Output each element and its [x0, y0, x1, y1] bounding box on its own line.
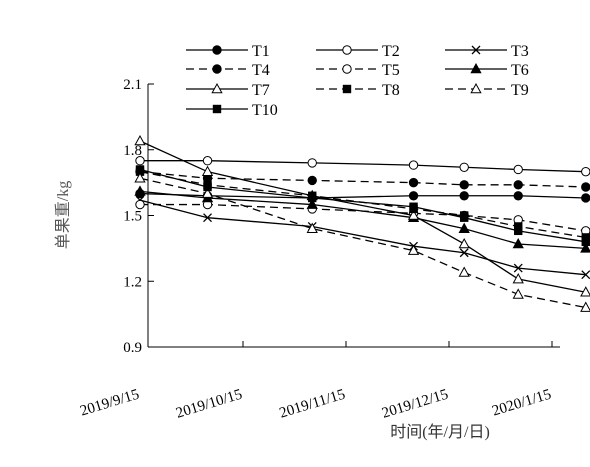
legend-label: T6 — [511, 62, 529, 79]
data-point — [581, 193, 590, 203]
legend-item: T6 — [445, 62, 529, 79]
legend-label: T1 — [252, 43, 270, 60]
legend-marker — [342, 64, 352, 74]
data-point — [135, 199, 145, 210]
legend-item: T1 — [186, 43, 270, 60]
legend-label: T3 — [511, 43, 529, 60]
legend-item: T5 — [316, 62, 400, 79]
x-tick-label: 2019/12/15 — [380, 387, 450, 422]
x-tick-label: 2019/9/15 — [78, 387, 141, 420]
legend-item: T9 — [445, 82, 529, 99]
data-point — [459, 213, 469, 222]
legend-item: T2 — [316, 43, 400, 60]
data-point — [408, 191, 419, 201]
data-point — [458, 266, 470, 277]
y-tick-label: 2.1 — [123, 77, 142, 93]
x-tick-label: 2020/1/15 — [490, 387, 553, 420]
data-point — [134, 172, 146, 183]
legend-marker — [212, 104, 222, 114]
legend-marker — [470, 82, 482, 94]
data-point — [581, 182, 590, 192]
legend-marker — [471, 45, 481, 55]
legend-marker — [212, 45, 222, 55]
data-point — [459, 248, 469, 258]
legend-label: T10 — [252, 102, 278, 119]
legend-marker — [211, 82, 223, 94]
series-t10 — [135, 165, 590, 246]
legend-item: T7 — [186, 82, 270, 99]
data-point — [203, 213, 213, 223]
data-point — [409, 202, 418, 211]
data-point — [134, 134, 146, 146]
data-point — [581, 233, 590, 242]
legend-marker — [342, 84, 352, 94]
legend-marker — [470, 62, 482, 74]
legend-marker — [342, 45, 352, 55]
data-point — [135, 156, 145, 166]
data-point — [513, 164, 523, 175]
legend-label: T2 — [382, 43, 400, 60]
data-point — [306, 198, 318, 209]
legend-item: T8 — [316, 82, 400, 99]
legend-item: T3 — [445, 43, 529, 60]
data-point — [407, 209, 420, 220]
series-t3 — [135, 195, 590, 280]
data-point — [408, 160, 419, 170]
data-point — [512, 288, 524, 299]
data-point — [201, 165, 214, 176]
data-point — [581, 237, 590, 246]
data-point — [514, 222, 523, 231]
data-point — [512, 273, 524, 284]
x-tick-label: 2019/10/15 — [174, 387, 244, 422]
data-point — [306, 222, 318, 233]
data-point — [513, 191, 523, 201]
series-t2 — [135, 156, 590, 177]
y-tick-label: 0.9 — [123, 340, 142, 356]
data-point — [580, 301, 590, 312]
legend-label: T4 — [252, 62, 270, 79]
data-point — [202, 156, 213, 166]
data-point — [203, 182, 212, 192]
legend-item: T10 — [186, 102, 278, 119]
series-layer — [134, 134, 590, 312]
legend-item: T4 — [186, 62, 270, 79]
data-point — [513, 263, 523, 273]
axes: 0.9 1.2 1.5 1.8 2.1 2019/9/15 2019/10/15 2019/1… — [78, 77, 560, 422]
data-point — [581, 270, 590, 280]
data-point — [459, 180, 469, 190]
data-point — [307, 175, 317, 186]
x-axis-label: 时间(年/月/日) — [390, 423, 490, 441]
legend: T1 T2 T3 T4 T5 T6 T7 T8 T9 T10 — [186, 43, 529, 119]
data-point — [134, 185, 146, 196]
data-point — [408, 177, 419, 188]
legend-label: T7 — [252, 82, 270, 99]
x-tick-label: 2019/11/15 — [278, 387, 347, 422]
legend-label: T5 — [382, 62, 400, 79]
y-tick-label: 1.2 — [123, 274, 142, 290]
data-point — [458, 237, 470, 249]
data-point — [459, 191, 469, 201]
y-tick-label: 1.5 — [123, 209, 142, 225]
data-point — [407, 244, 420, 255]
y-tick-label: 1.8 — [123, 143, 142, 159]
data-point — [308, 193, 317, 203]
y-axis-label: 单果重/kg — [54, 181, 72, 249]
data-point — [580, 242, 590, 253]
data-point — [513, 180, 523, 190]
series-t7 — [134, 134, 590, 297]
data-point — [307, 158, 317, 168]
legend-marker — [212, 64, 222, 74]
legend-label: T9 — [511, 82, 529, 99]
data-point — [581, 166, 590, 177]
data-point — [512, 237, 524, 249]
legend-label: T8 — [382, 82, 400, 99]
data-point — [580, 286, 590, 297]
data-point — [201, 187, 214, 198]
series-t9 — [134, 172, 590, 312]
data-point — [459, 162, 469, 172]
data-point — [514, 226, 523, 236]
data-point — [458, 222, 470, 233]
data-point — [135, 165, 145, 174]
